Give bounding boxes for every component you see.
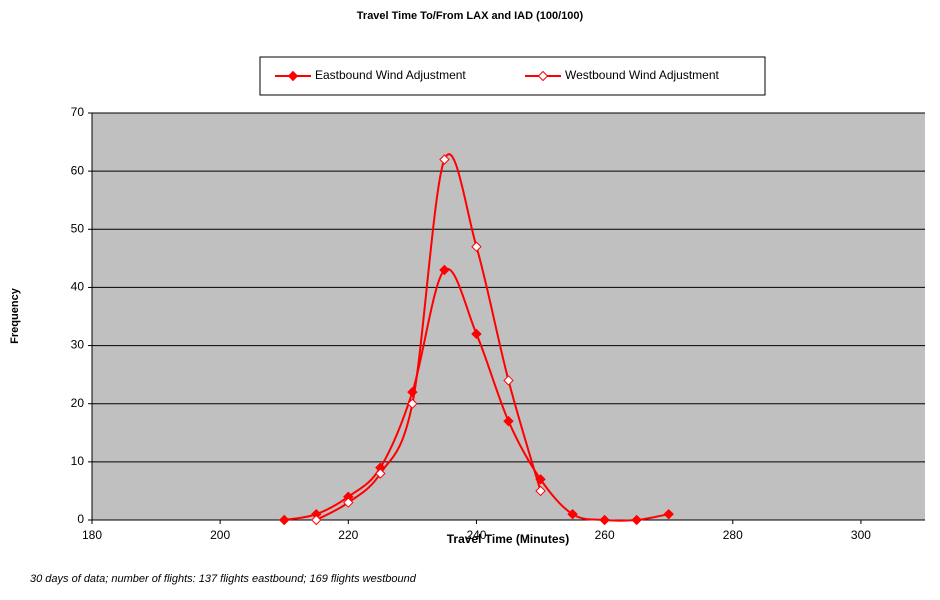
marker — [279, 514, 290, 526]
footnote: 30 days of data; number of flights: 137 … — [30, 573, 417, 585]
marker — [375, 468, 386, 479]
marker — [503, 415, 514, 427]
marker — [631, 514, 642, 526]
legend-box — [259, 56, 766, 96]
legend-marker — [537, 70, 549, 82]
x-tick-label: 220 — [338, 528, 358, 542]
y-tick-label: 70 — [71, 105, 85, 119]
legend-label: Eastbound Wind Adjustment — [315, 68, 466, 82]
marker — [599, 514, 610, 526]
y-tick-label: 30 — [71, 338, 85, 352]
x-tick-label: 200 — [210, 528, 230, 542]
y-tick-label: 20 — [71, 396, 85, 410]
marker — [535, 485, 546, 497]
y-tick-label: 0 — [77, 512, 84, 526]
marker — [471, 328, 482, 340]
y-tick-label: 50 — [71, 221, 85, 235]
marker — [567, 508, 578, 520]
x-tick-label: 260 — [595, 528, 615, 542]
y-axis-label: Frequency — [9, 287, 21, 344]
marker — [439, 264, 450, 276]
y-tick-label: 40 — [71, 280, 85, 294]
y-tick-label: 10 — [71, 454, 85, 468]
marker — [663, 508, 674, 520]
marker — [311, 514, 322, 526]
x-tick-label: 300 — [851, 528, 871, 542]
legend-label: Westbound Wind Adjustment — [565, 68, 720, 82]
series-line — [315, 153, 542, 521]
y-tick-label: 60 — [71, 163, 85, 177]
plot-area — [92, 113, 925, 520]
legend-marker — [287, 70, 299, 82]
marker — [503, 375, 514, 386]
marker — [343, 497, 354, 508]
marker — [471, 241, 482, 252]
marker — [439, 154, 450, 165]
x-tick-label: 280 — [723, 528, 743, 542]
x-axis-label: Travel Time (Minutes) — [447, 532, 569, 546]
x-tick-label: 180 — [82, 528, 102, 542]
chart-title: Travel Time To/From LAX and IAD (100/100… — [357, 10, 584, 22]
x-tick-label: 240 — [466, 528, 486, 542]
marker — [407, 398, 418, 409]
